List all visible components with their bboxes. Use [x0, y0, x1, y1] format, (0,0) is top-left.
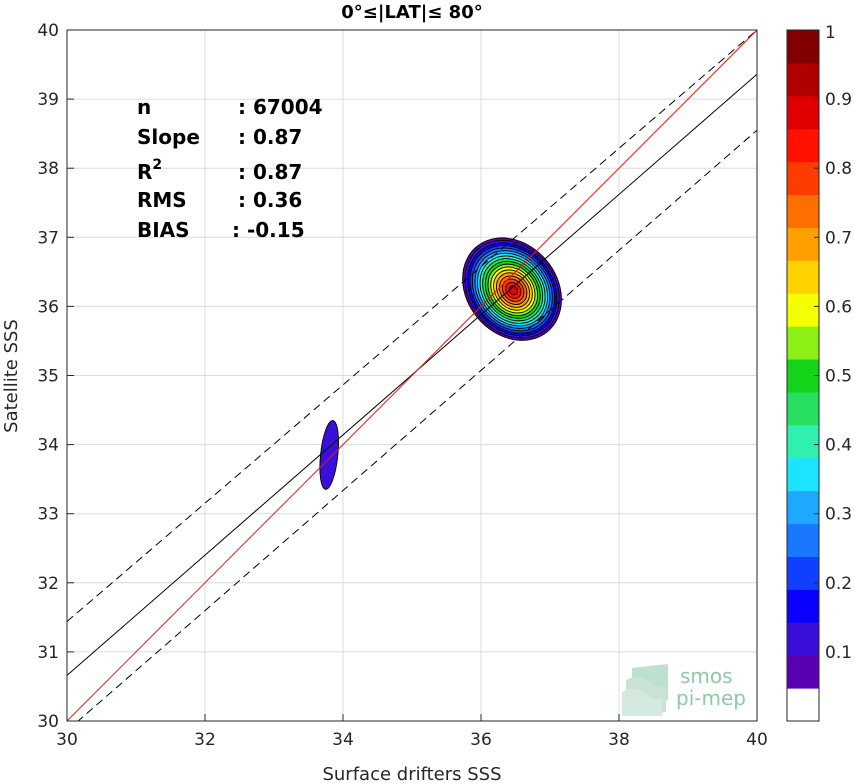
y-tick-label: 34: [37, 436, 59, 456]
x-tick-label: 38: [608, 730, 630, 750]
x-tick-labels: 30 32 34 36 38 40: [56, 730, 768, 750]
colorbar-tick-label: 0.6: [825, 297, 852, 317]
plot-frame: [66, 29, 758, 722]
y-tick-labels: 30 31 32 33 34 35 36 37 38 39 40: [37, 21, 59, 732]
colorbar-tick-label: 1: [825, 23, 836, 43]
y-tick-label: 36: [37, 297, 59, 317]
stat-n-value: : 67004: [238, 95, 323, 119]
x-tick-label: 36: [470, 730, 492, 750]
y-tick-label: 30: [37, 712, 59, 732]
y-tick-label: 39: [37, 90, 59, 110]
data-layer: [67, 30, 757, 721]
colorbar-segment: [787, 523, 819, 557]
colorbar-segment: [787, 161, 819, 196]
x-tick-label: 34: [332, 730, 354, 750]
colorbar-segment: [787, 95, 819, 130]
colorbar-segment: [787, 490, 819, 525]
x-axis-label: Surface drifters SSS: [322, 764, 501, 784]
colorbar-segment: [787, 326, 819, 360]
logo-waves-icon: [622, 664, 668, 716]
colorbar-segment: [787, 556, 819, 590]
stat-slope-label: Slope: [137, 125, 200, 149]
stat-slope-value: : 0.87: [238, 125, 302, 149]
y-tick-label: 37: [37, 228, 59, 248]
stat-rms-label: RMS: [137, 188, 187, 212]
colorbar-tick-label: 0.1: [825, 643, 852, 663]
colorbar: [786, 29, 820, 722]
colorbar-segment: [787, 622, 819, 656]
colorbar-tick-label: 0.9: [825, 90, 852, 110]
stat-rms-value: : 0.36: [238, 188, 302, 212]
chart-title: 0°≤|LAT|≤ 80°: [341, 2, 482, 23]
colorbar-segment: [787, 30, 819, 64]
y-tick-label: 35: [37, 367, 59, 387]
colorbar-segment: [787, 194, 819, 228]
colorbar-tick-label: 0.3: [825, 505, 852, 525]
colorbar-tick-label: 0.7: [825, 228, 852, 248]
colorbar-segment: [787, 128, 819, 163]
colorbar-segment: [787, 227, 819, 261]
colorbar-segment: [787, 655, 819, 689]
stat-r2-label: R2: [137, 157, 162, 184]
lower-bound-line: [77, 129, 757, 721]
colorbar-segment: [787, 589, 819, 623]
y-tick-label: 38: [37, 159, 59, 179]
colorbar-segment: [787, 260, 819, 294]
colorbar-segment: [787, 688, 819, 722]
colorbar-segment: [787, 457, 819, 492]
stat-r2-value: : 0.87: [238, 160, 302, 184]
logo-line1: smos: [680, 664, 733, 688]
identity-line: [67, 30, 757, 721]
colorbar-tick-labels: 0.1 0.2 0.3 0.4 0.5 0.6 0.7 0.8 0.9 1: [825, 23, 852, 663]
y-axis-label: Satellite SSS: [1, 319, 22, 433]
colorbar-segment: [787, 424, 819, 459]
stat-n-label: n: [137, 95, 151, 119]
colorbar-tick-label: 0.5: [825, 367, 852, 387]
stat-bias-label: BIAS: [137, 218, 190, 242]
y-tick-label: 33: [37, 505, 59, 525]
colorbar-tick-label: 0.4: [825, 436, 852, 456]
upper-bound-line: [67, 30, 757, 622]
x-tick-label: 32: [194, 730, 216, 750]
y-tick-label: 32: [37, 574, 59, 594]
colorbar-segment: [787, 62, 819, 97]
colorbar-segment: [787, 359, 819, 393]
colorbar-segment: [787, 391, 819, 426]
y-tick-label: 40: [37, 21, 59, 41]
stat-bias-value: : -0.15: [232, 218, 305, 242]
x-tick-label: 30: [56, 730, 78, 750]
logo-line2: pi-mep: [676, 686, 746, 710]
y-tick-label: 31: [37, 643, 59, 663]
smos-pimep-logo: smos pi-mep: [622, 664, 746, 716]
stats-box: n : 67004 Slope : 0.87 R2 : 0.87 RMS : 0…: [137, 95, 323, 242]
colorbar-tick-label: 0.8: [825, 159, 852, 179]
colorbar-tick-label: 0.2: [825, 574, 852, 594]
colorbar-segment: [787, 293, 819, 327]
x-tick-label: 40: [746, 730, 768, 750]
